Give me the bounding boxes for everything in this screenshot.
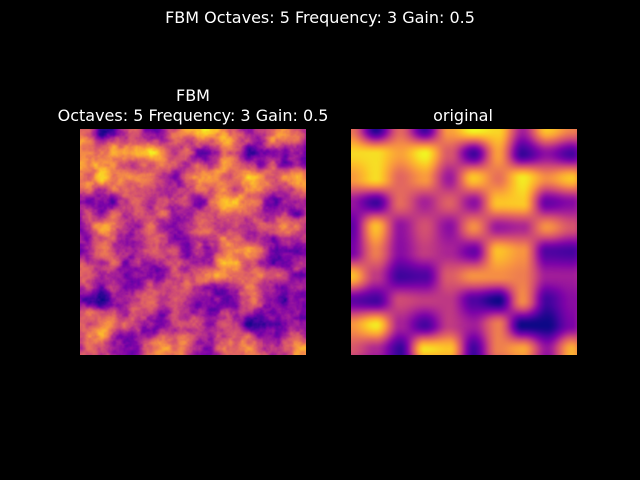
original-panel-title: original: [313, 106, 613, 126]
original-title-line-1: original: [433, 106, 493, 125]
fbm-panel-title: FBM Octaves: 5 Frequency: 3 Gain: 0.5: [43, 86, 343, 126]
fbm-heatmap: [80, 129, 306, 355]
fbm-title-line-1: FBM: [176, 86, 210, 105]
figure-suptitle: FBM Octaves: 5 Frequency: 3 Gain: 0.5: [165, 8, 475, 27]
fbm-title-line-2: Octaves: 5 Frequency: 3 Gain: 0.5: [57, 106, 329, 125]
original-heatmap: [351, 129, 577, 355]
